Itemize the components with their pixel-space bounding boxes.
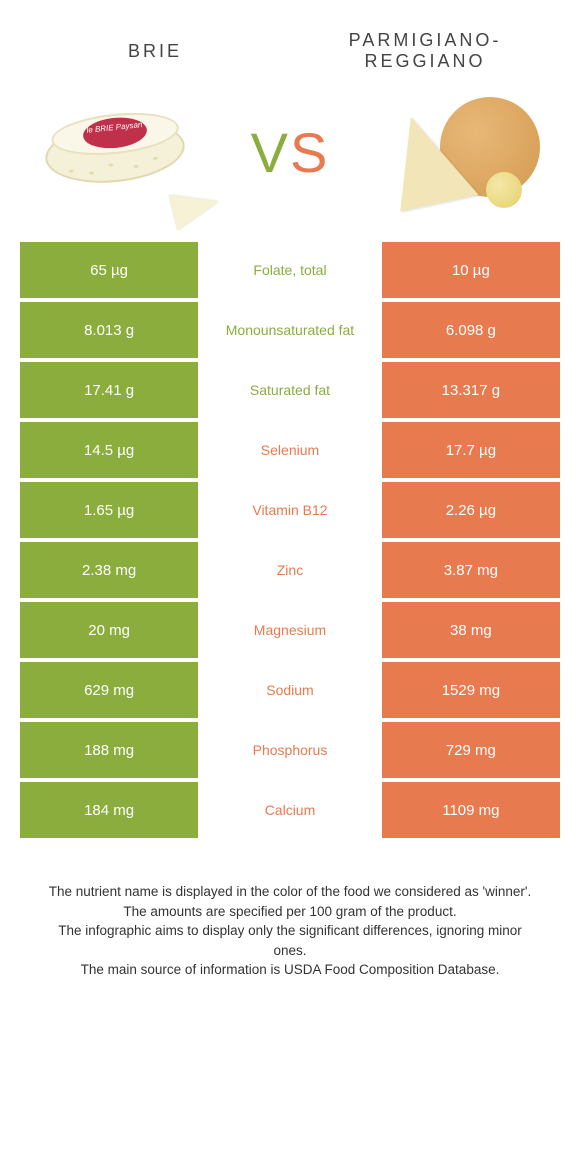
right-value: 3.87 mg [382,542,560,598]
left-value: 14.5 µg [20,422,198,478]
right-value: 6.098 g [382,302,560,358]
footnote-line: The main source of information is USDA F… [40,960,540,980]
nutrient-label: Folate, total [198,242,382,298]
table-row: 184 mgCalcium1109 mg [20,782,560,838]
nutrient-label: Phosphorus [198,722,382,778]
right-value: 13.317 g [382,362,560,418]
vs-s: S [290,121,329,184]
nutrient-label: Calcium [198,782,382,838]
table-row: 65 µgFolate, total10 µg [20,242,560,298]
right-value: 729 mg [382,722,560,778]
nutrient-label: Selenium [198,422,382,478]
table-row: 20 mgMagnesium38 mg [20,602,560,658]
left-food-image: le BRIE Paysan [30,92,200,212]
right-value: 1109 mg [382,782,560,838]
right-value: 2.26 µg [382,482,560,538]
table-row: 1.65 µgVitamin B122.26 µg [20,482,560,538]
footnote-line: The infographic aims to display only the… [40,921,540,960]
footnote-line: The nutrient name is displayed in the co… [40,882,540,902]
left-value: 8.013 g [20,302,198,358]
nutrient-label: Saturated fat [198,362,382,418]
footnote-line: The amounts are specified per 100 gram o… [40,902,540,922]
left-value: 17.41 g [20,362,198,418]
right-value: 1529 mg [382,662,560,718]
nutrient-label: Zinc [198,542,382,598]
left-value: 629 mg [20,662,198,718]
nutrient-label: Sodium [198,662,382,718]
vs-label: VS [251,120,330,185]
nutrient-table: 65 µgFolate, total10 µg8.013 gMonounsatu… [0,242,580,838]
right-food-image [380,92,550,212]
images-row: le BRIE Paysan VS [0,82,580,242]
header: Brie Parmigiano-Reggiano [0,0,580,82]
left-value: 65 µg [20,242,198,298]
table-row: 8.013 gMonounsaturated fat6.098 g [20,302,560,358]
table-row: 188 mgPhosphorus729 mg [20,722,560,778]
table-row: 629 mgSodium1529 mg [20,662,560,718]
table-row: 17.41 gSaturated fat13.317 g [20,362,560,418]
table-row: 2.38 mgZinc3.87 mg [20,542,560,598]
left-value: 2.38 mg [20,542,198,598]
right-food-title: Parmigiano-Reggiano [304,30,547,72]
right-value: 38 mg [382,602,560,658]
left-value: 20 mg [20,602,198,658]
vs-v: V [251,121,290,184]
table-row: 14.5 µgSelenium17.7 µg [20,422,560,478]
footnotes: The nutrient name is displayed in the co… [0,842,580,980]
nutrient-label: Vitamin B12 [198,482,382,538]
left-food-title: Brie [34,41,277,62]
right-value: 17.7 µg [382,422,560,478]
left-value: 184 mg [20,782,198,838]
nutrient-label: Monounsaturated fat [198,302,382,358]
left-value: 188 mg [20,722,198,778]
left-value: 1.65 µg [20,482,198,538]
right-value: 10 µg [382,242,560,298]
nutrient-label: Magnesium [198,602,382,658]
